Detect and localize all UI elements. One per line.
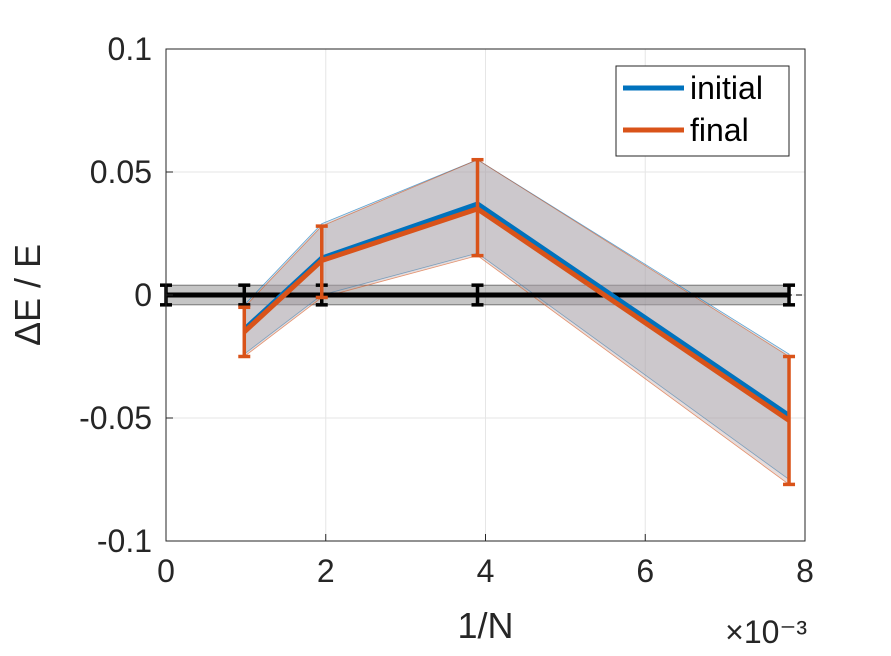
x-axis-multiplier: ×10⁻³ xyxy=(725,614,807,650)
y-tick-label: -0.1 xyxy=(97,523,152,559)
y-axis-label: ΔE / E xyxy=(7,244,48,346)
error-bar-reference xyxy=(471,283,484,307)
series-layer xyxy=(160,157,796,487)
y-tick-label: 0.1 xyxy=(108,31,152,67)
legend-label-initial: initial xyxy=(690,70,763,106)
y-tick-label: 0.05 xyxy=(90,154,152,190)
series-line-final xyxy=(242,206,791,423)
error-bar-reference xyxy=(783,283,796,307)
x-tick-label: 8 xyxy=(796,553,814,589)
legend-box xyxy=(615,65,790,157)
error-bar-final xyxy=(471,157,484,258)
error-bar-final xyxy=(783,354,796,487)
tick-layer: 0 2 4 6 8 -0.1 -0.05 0 0.05 0.1 xyxy=(79,31,814,589)
y-tick-label: 0 xyxy=(134,277,152,313)
y-tick-label: -0.05 xyxy=(79,400,152,436)
x-tick-label: 2 xyxy=(317,553,335,589)
error-bar-final xyxy=(315,224,328,300)
legend: initial final xyxy=(615,65,790,157)
x-axis-label: 1/N xyxy=(457,605,513,646)
legend-label-final: final xyxy=(690,112,749,148)
x-tick-label: 0 xyxy=(157,553,175,589)
x-tick-label: 4 xyxy=(477,553,495,589)
x-tick-label: 6 xyxy=(636,553,654,589)
error-bar-reference xyxy=(238,283,251,307)
error-bar-final xyxy=(238,305,251,359)
